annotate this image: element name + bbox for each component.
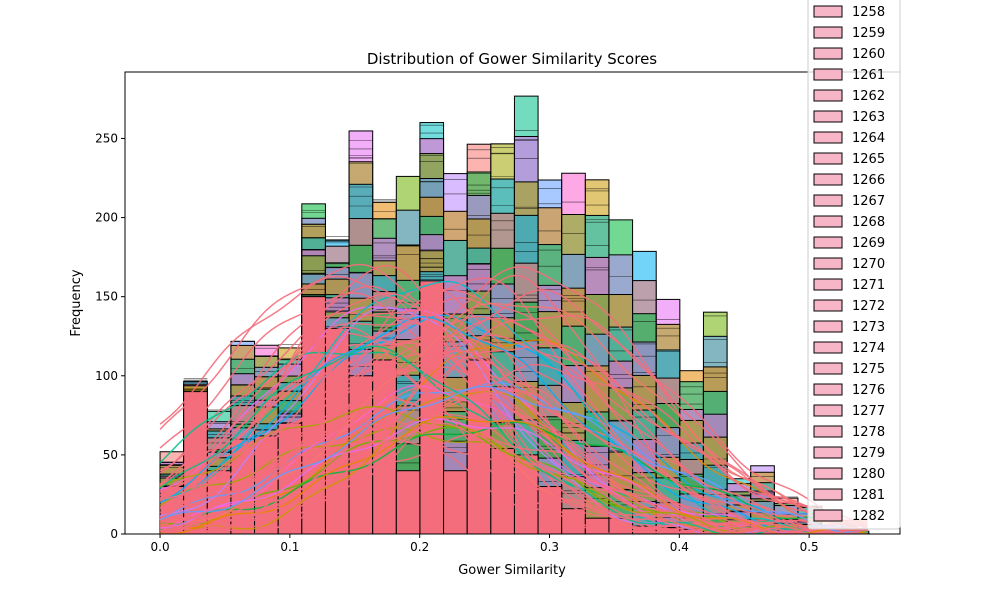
- kde-curve: [160, 288, 868, 530]
- legend-label: 1281: [852, 488, 885, 503]
- legend-label: 1276: [852, 383, 885, 398]
- kde-curve: [160, 355, 868, 529]
- y-tick-label: 50: [103, 448, 118, 462]
- kde-curve: [159, 350, 868, 534]
- legend-swatch: [813, 278, 843, 291]
- y-axis-label: Frequency: [69, 269, 84, 336]
- legend-swatch: [813, 467, 843, 480]
- front-series-bar: [395, 470, 421, 534]
- legend-swatch: [813, 215, 843, 228]
- legend-label: 1264: [852, 131, 885, 146]
- legend-swatch: [813, 404, 843, 417]
- legend-label: 1262: [852, 89, 885, 104]
- legend-swatch: [813, 425, 843, 438]
- front-series-bar: [443, 470, 468, 534]
- x-tick-label: 0.3: [540, 540, 559, 554]
- kde-curves-layer: [159, 263, 868, 534]
- kde-curve: [159, 422, 868, 534]
- kde-curve: [159, 399, 868, 534]
- y-axis-ticks: 0 50 100 150 200 250: [95, 131, 125, 541]
- legend-swatch: [813, 131, 843, 144]
- legend-label: 1270: [852, 257, 885, 272]
- y-tick-label: 200: [95, 211, 118, 225]
- x-tick-label: 0.1: [280, 540, 299, 554]
- kde-curve: [159, 314, 868, 532]
- legend-label: 1274: [852, 341, 885, 356]
- legend-label: 1261: [852, 68, 885, 83]
- kde-curve: [159, 285, 868, 534]
- x-tick-label: 0.5: [800, 540, 819, 554]
- legend-label: 1271: [852, 278, 885, 293]
- legend-label: 1268: [852, 215, 885, 230]
- legend-swatch: [813, 173, 843, 186]
- kde-curve: [159, 418, 868, 534]
- x-axis-ticks: 0.0 0.1 0.2 0.3 0.4 0.5: [151, 534, 819, 554]
- x-tick-label: 0.4: [670, 540, 689, 554]
- kde-curve: [159, 334, 868, 527]
- legend-label: 1282: [852, 509, 885, 524]
- y-tick-label: 150: [95, 290, 118, 304]
- legend-swatch: [813, 257, 843, 270]
- legend-label: 1279: [852, 446, 885, 461]
- kde-curve: [160, 433, 868, 534]
- x-axis-label: Gower Similarity: [458, 563, 566, 578]
- legend-label: 1278: [852, 425, 885, 440]
- kde-curve: [159, 385, 868, 533]
- legend-swatch: [813, 362, 843, 375]
- x-tick-label: 0.0: [151, 540, 170, 554]
- legend-label: 1260: [852, 47, 885, 62]
- legend-swatch: [813, 5, 843, 18]
- legend-swatch: [813, 446, 843, 459]
- legend-swatch: [813, 26, 843, 39]
- kde-curve: [159, 289, 868, 534]
- legend-label: 1263: [852, 110, 885, 125]
- legend-label: 1269: [852, 236, 885, 251]
- kde-curve: [159, 302, 868, 525]
- legend-swatch: [813, 341, 843, 354]
- legend-swatch: [813, 236, 843, 249]
- chart-title: Distribution of Gower Similarity Scores: [367, 50, 657, 68]
- legend-label: 1272: [852, 299, 885, 314]
- legend-swatch: [813, 299, 843, 312]
- legend-swatch: [813, 68, 843, 81]
- y-tick-label: 250: [95, 131, 118, 145]
- legend-label: 1277: [852, 404, 885, 419]
- kde-curve: [159, 316, 868, 534]
- kde-curve: [159, 340, 868, 534]
- x-tick-label: 0.2: [410, 540, 429, 554]
- legend-swatch: [813, 194, 843, 207]
- legend-label: 1265: [852, 152, 885, 167]
- kde-curve: [159, 292, 868, 534]
- y-tick-label: 100: [95, 369, 118, 383]
- legend-label: 1280: [852, 467, 885, 482]
- legend-swatch: [813, 110, 843, 123]
- legend-swatch: [813, 488, 843, 501]
- y-tick-label: 0: [110, 527, 118, 541]
- legend-label: 1259: [852, 26, 885, 41]
- kde-curve: [159, 292, 868, 534]
- legend-label: 1273: [852, 320, 885, 335]
- legend-label: 1258: [852, 5, 885, 20]
- legend-swatch: [813, 509, 843, 522]
- kde-curve: [159, 385, 868, 534]
- kde-curve: [160, 424, 868, 534]
- legend-swatch: [813, 47, 843, 60]
- kde-curve: [159, 351, 868, 534]
- legend-swatch: [813, 89, 843, 102]
- legend-swatch: [813, 383, 843, 396]
- legend-swatch: [813, 152, 843, 165]
- legend: 1258 1259 1260 1261 1262 1263 1264 1265 1266 1267…: [807, 0, 901, 530]
- front-series-bar: [372, 359, 397, 534]
- kde-curve: [159, 362, 868, 534]
- legend-label: 1267: [852, 194, 885, 209]
- legend-label: 1266: [852, 173, 885, 188]
- legend-label: 1275: [852, 362, 885, 377]
- kde-curve: [159, 317, 868, 530]
- legend-swatch: [813, 320, 843, 333]
